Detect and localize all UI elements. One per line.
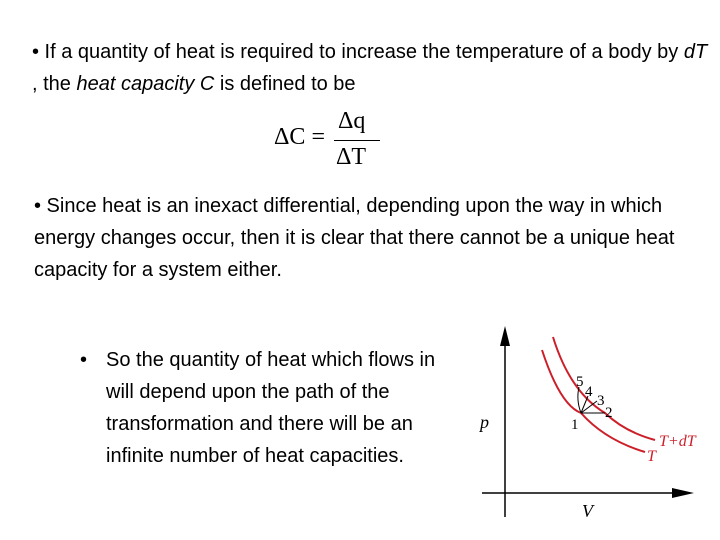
equation-numerator: Δq	[338, 108, 366, 134]
equation-denominator: ΔT	[336, 144, 367, 170]
point-label-5: 5	[576, 374, 584, 390]
text-heat-capacity: heat capacity C	[76, 73, 215, 95]
fraction-bar	[334, 140, 380, 141]
paragraph-heat-capacity-definition: • If a quantity of heat is required to i…	[32, 36, 712, 100]
v-axis-label: V	[582, 501, 595, 521]
paths-from-point-1	[577, 386, 605, 414]
text-dT: dT	[683, 41, 708, 63]
isotherm-T-plus-dT-label: T+dT	[659, 433, 697, 450]
paragraph-path-dependence: • So the quantity of heat which flows in …	[80, 344, 466, 472]
isotherm-T-label: T	[647, 448, 657, 465]
equation-lhs: ΔC =	[274, 124, 325, 150]
v-axis-arrow-icon	[672, 488, 694, 498]
text: is defined to be	[214, 73, 356, 95]
isotherm-T	[541, 349, 646, 453]
text: So the quantity of heat which flows in w…	[106, 349, 436, 467]
point-label-1: 1	[571, 417, 579, 433]
text: , the	[32, 73, 77, 95]
paragraph-inexact-differential: • Since heat is an inexact differential,…	[34, 195, 675, 281]
point-label-2: 2	[605, 405, 613, 421]
point-label-3: 3	[597, 393, 605, 409]
text: • If a quantity of heat is required to i…	[32, 41, 684, 63]
bullet-icon: •	[80, 349, 88, 371]
p-axis-label: p	[478, 412, 489, 432]
isotherm-T-plus-dT	[552, 336, 656, 441]
p-axis-arrow-icon	[500, 326, 510, 346]
point-label-4: 4	[585, 384, 593, 400]
